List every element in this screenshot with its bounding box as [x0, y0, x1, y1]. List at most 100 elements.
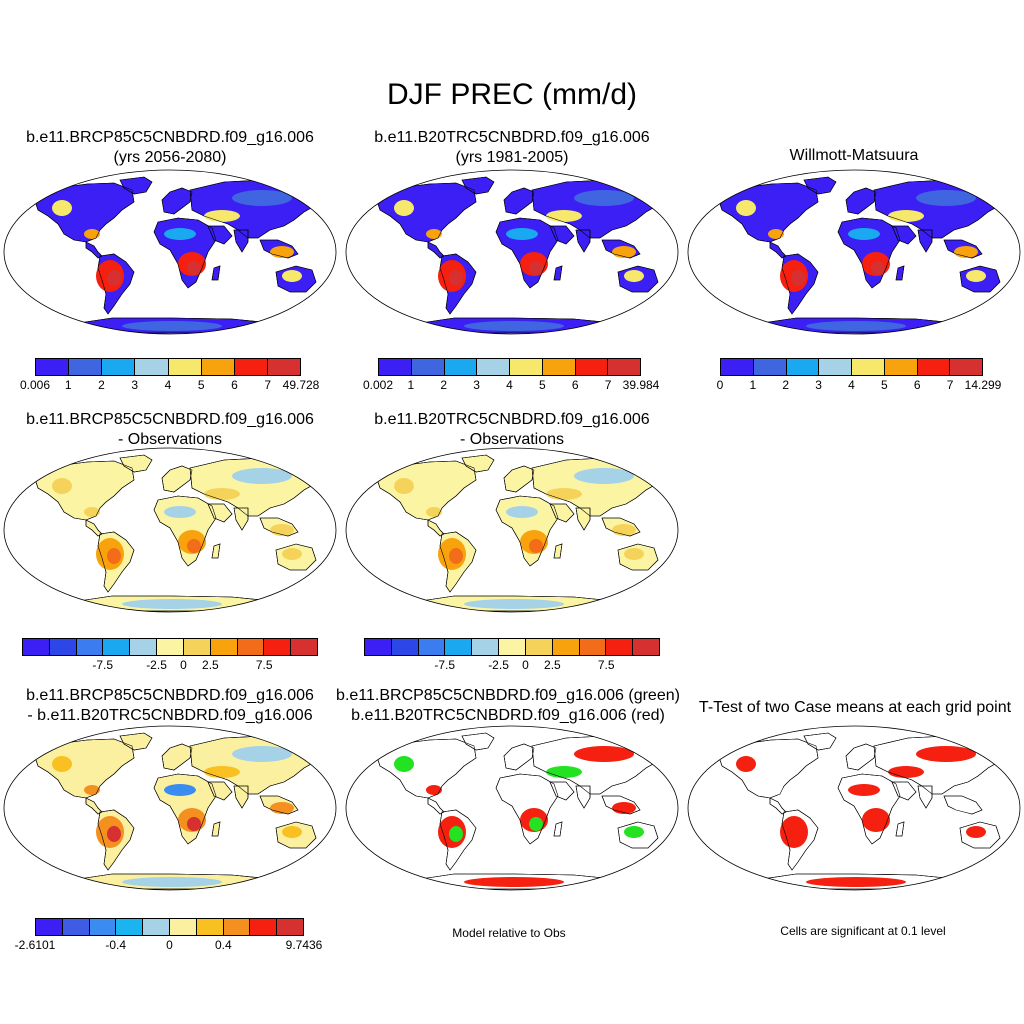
continent-northamerica — [33, 738, 135, 799]
coastline-australia — [617, 543, 659, 571]
coastline-seasia — [259, 239, 299, 259]
field-patch — [52, 478, 72, 494]
coastline-seasia — [943, 795, 983, 815]
coastline-madagascar — [553, 821, 563, 837]
field-patch — [506, 228, 538, 240]
coastline-australia — [275, 543, 317, 571]
coastline-greenland — [119, 454, 153, 473]
field-patch — [394, 756, 414, 772]
colorbar-5-swatch — [499, 639, 526, 655]
field-patch — [529, 817, 543, 831]
map-border — [3, 447, 337, 613]
colorbar-3-swatch — [819, 359, 852, 375]
field-patch — [888, 210, 924, 222]
continent-centralamerica — [769, 241, 787, 259]
colorbar-tick-label: 7 — [264, 378, 272, 392]
field-patch — [84, 507, 100, 517]
field-patch — [204, 766, 240, 778]
colorbar-3-labels: 0 1 2 3 4 5 6 7 14.299 — [716, 378, 1002, 394]
colorbar-5-swatch — [606, 639, 634, 655]
colorbar-4-swatch — [183, 639, 211, 655]
panel-6-title: b.e11.BRCP85C5CNBDRD.f09_g16.006 - b.e11… — [0, 686, 340, 726]
colorbar-1-swatch — [102, 359, 136, 375]
coastline-madagascar — [211, 543, 221, 559]
colorbar-tick-label: 14.299 — [964, 378, 1002, 392]
continent-northamerica — [375, 460, 477, 521]
colorbar-tick-label: 0.006 — [19, 378, 51, 392]
map-border — [3, 169, 337, 335]
panel-8-title: T-Test of two Case means at each grid po… — [686, 698, 1024, 718]
colorbar-2-swatch — [477, 359, 510, 375]
map-panel-3 — [687, 169, 1021, 335]
colorbar-1-swatch — [234, 359, 268, 375]
colorbar-tick-label: 2 — [782, 378, 790, 392]
field-patch — [529, 539, 543, 553]
panel-2-title-line2: (yrs 1981-2005) — [455, 149, 569, 166]
colorbar-1-swatch — [267, 359, 300, 375]
colorbar-1-swatch — [69, 359, 103, 375]
colorbar-3-swatch — [917, 359, 951, 375]
colorbar-3-swatch — [852, 359, 885, 375]
map-panel-7 — [345, 725, 679, 891]
coastline-greenland — [803, 176, 837, 195]
coastline-arabia — [891, 781, 917, 801]
coastline-seasia — [259, 795, 299, 815]
coastline-india — [233, 229, 249, 253]
coastline-australia — [275, 821, 317, 849]
coastline-india — [233, 785, 249, 809]
field-patch — [546, 210, 582, 222]
colorbar-1-labels: 0.006 1 2 3 4 5 6 7 49.728 — [20, 378, 319, 394]
field-patch — [848, 228, 880, 240]
panel-7-title: b.e11.BRCP85C5CNBDRD.f09_g16.006 (green)… — [326, 686, 690, 726]
colorbar-tick-label: 49.728 — [282, 378, 320, 392]
colorbar-tick-label: 9.7436 — [285, 938, 323, 952]
coastline-australia — [959, 265, 1001, 293]
continent-europe — [503, 743, 535, 771]
coastline-africa — [153, 217, 217, 289]
coastline-northamerica — [375, 738, 477, 799]
coastline-northamerica — [33, 182, 135, 243]
coastline-northamerica — [375, 182, 477, 243]
field-patch — [122, 877, 222, 887]
panel-4-title-line2: - Observations — [117, 431, 223, 448]
coastline-greenland — [119, 176, 153, 195]
colorbar-tick-label: 0 — [716, 378, 724, 392]
panel-8-title-line1: T-Test of two Case means at each grid po… — [698, 699, 1012, 716]
continent-europe — [845, 187, 877, 215]
colorbar-4-swatch — [130, 639, 158, 655]
map-border — [345, 725, 679, 891]
colorbar-tick-label: 6 — [913, 378, 921, 392]
field-patch — [187, 817, 201, 831]
colorbar-5-swatch — [525, 639, 553, 655]
panel-5-title-line2: - Observations — [459, 431, 565, 448]
field-patch — [464, 877, 564, 887]
colorbar-2-labels: 0.002 1 2 3 4 5 6 7 39.984 — [363, 378, 659, 394]
field-patch — [791, 270, 805, 286]
colorbar-tick-label: 39.984 — [622, 378, 660, 392]
field-patch — [187, 261, 201, 275]
colorbar-5-swatch — [552, 639, 580, 655]
field-patch — [806, 321, 906, 331]
coastline-africa — [153, 495, 217, 567]
coastline-europe — [161, 187, 193, 215]
colorbar-2-swatch — [510, 359, 543, 375]
coastline-southamerica — [439, 809, 477, 871]
colorbar-6-swatch — [250, 919, 278, 935]
map-border — [345, 447, 679, 613]
continent-europe — [503, 465, 535, 493]
colorbar-tick-label: 0 — [166, 938, 173, 952]
colorbar-5-swatch — [391, 639, 419, 655]
field-patch — [966, 826, 986, 838]
continent-centralamerica — [427, 797, 445, 815]
field-patch — [232, 190, 292, 206]
panel-5-title: b.e11.B20TRC5CNBDRD.f09_g16.006 - Observ… — [342, 410, 682, 450]
colorbar-6 — [35, 918, 304, 936]
field-patch — [426, 229, 442, 239]
field-patch — [107, 826, 121, 842]
coastline-southamerica — [439, 531, 477, 593]
field-patch — [52, 200, 72, 216]
colorbar-4 — [22, 638, 318, 656]
colorbar-6-swatch — [277, 919, 303, 935]
panel-2-title: b.e11.B20TRC5CNBDRD.f09_g16.006 (yrs 198… — [342, 128, 682, 168]
colorbar-tick-label: 1 — [749, 378, 757, 392]
